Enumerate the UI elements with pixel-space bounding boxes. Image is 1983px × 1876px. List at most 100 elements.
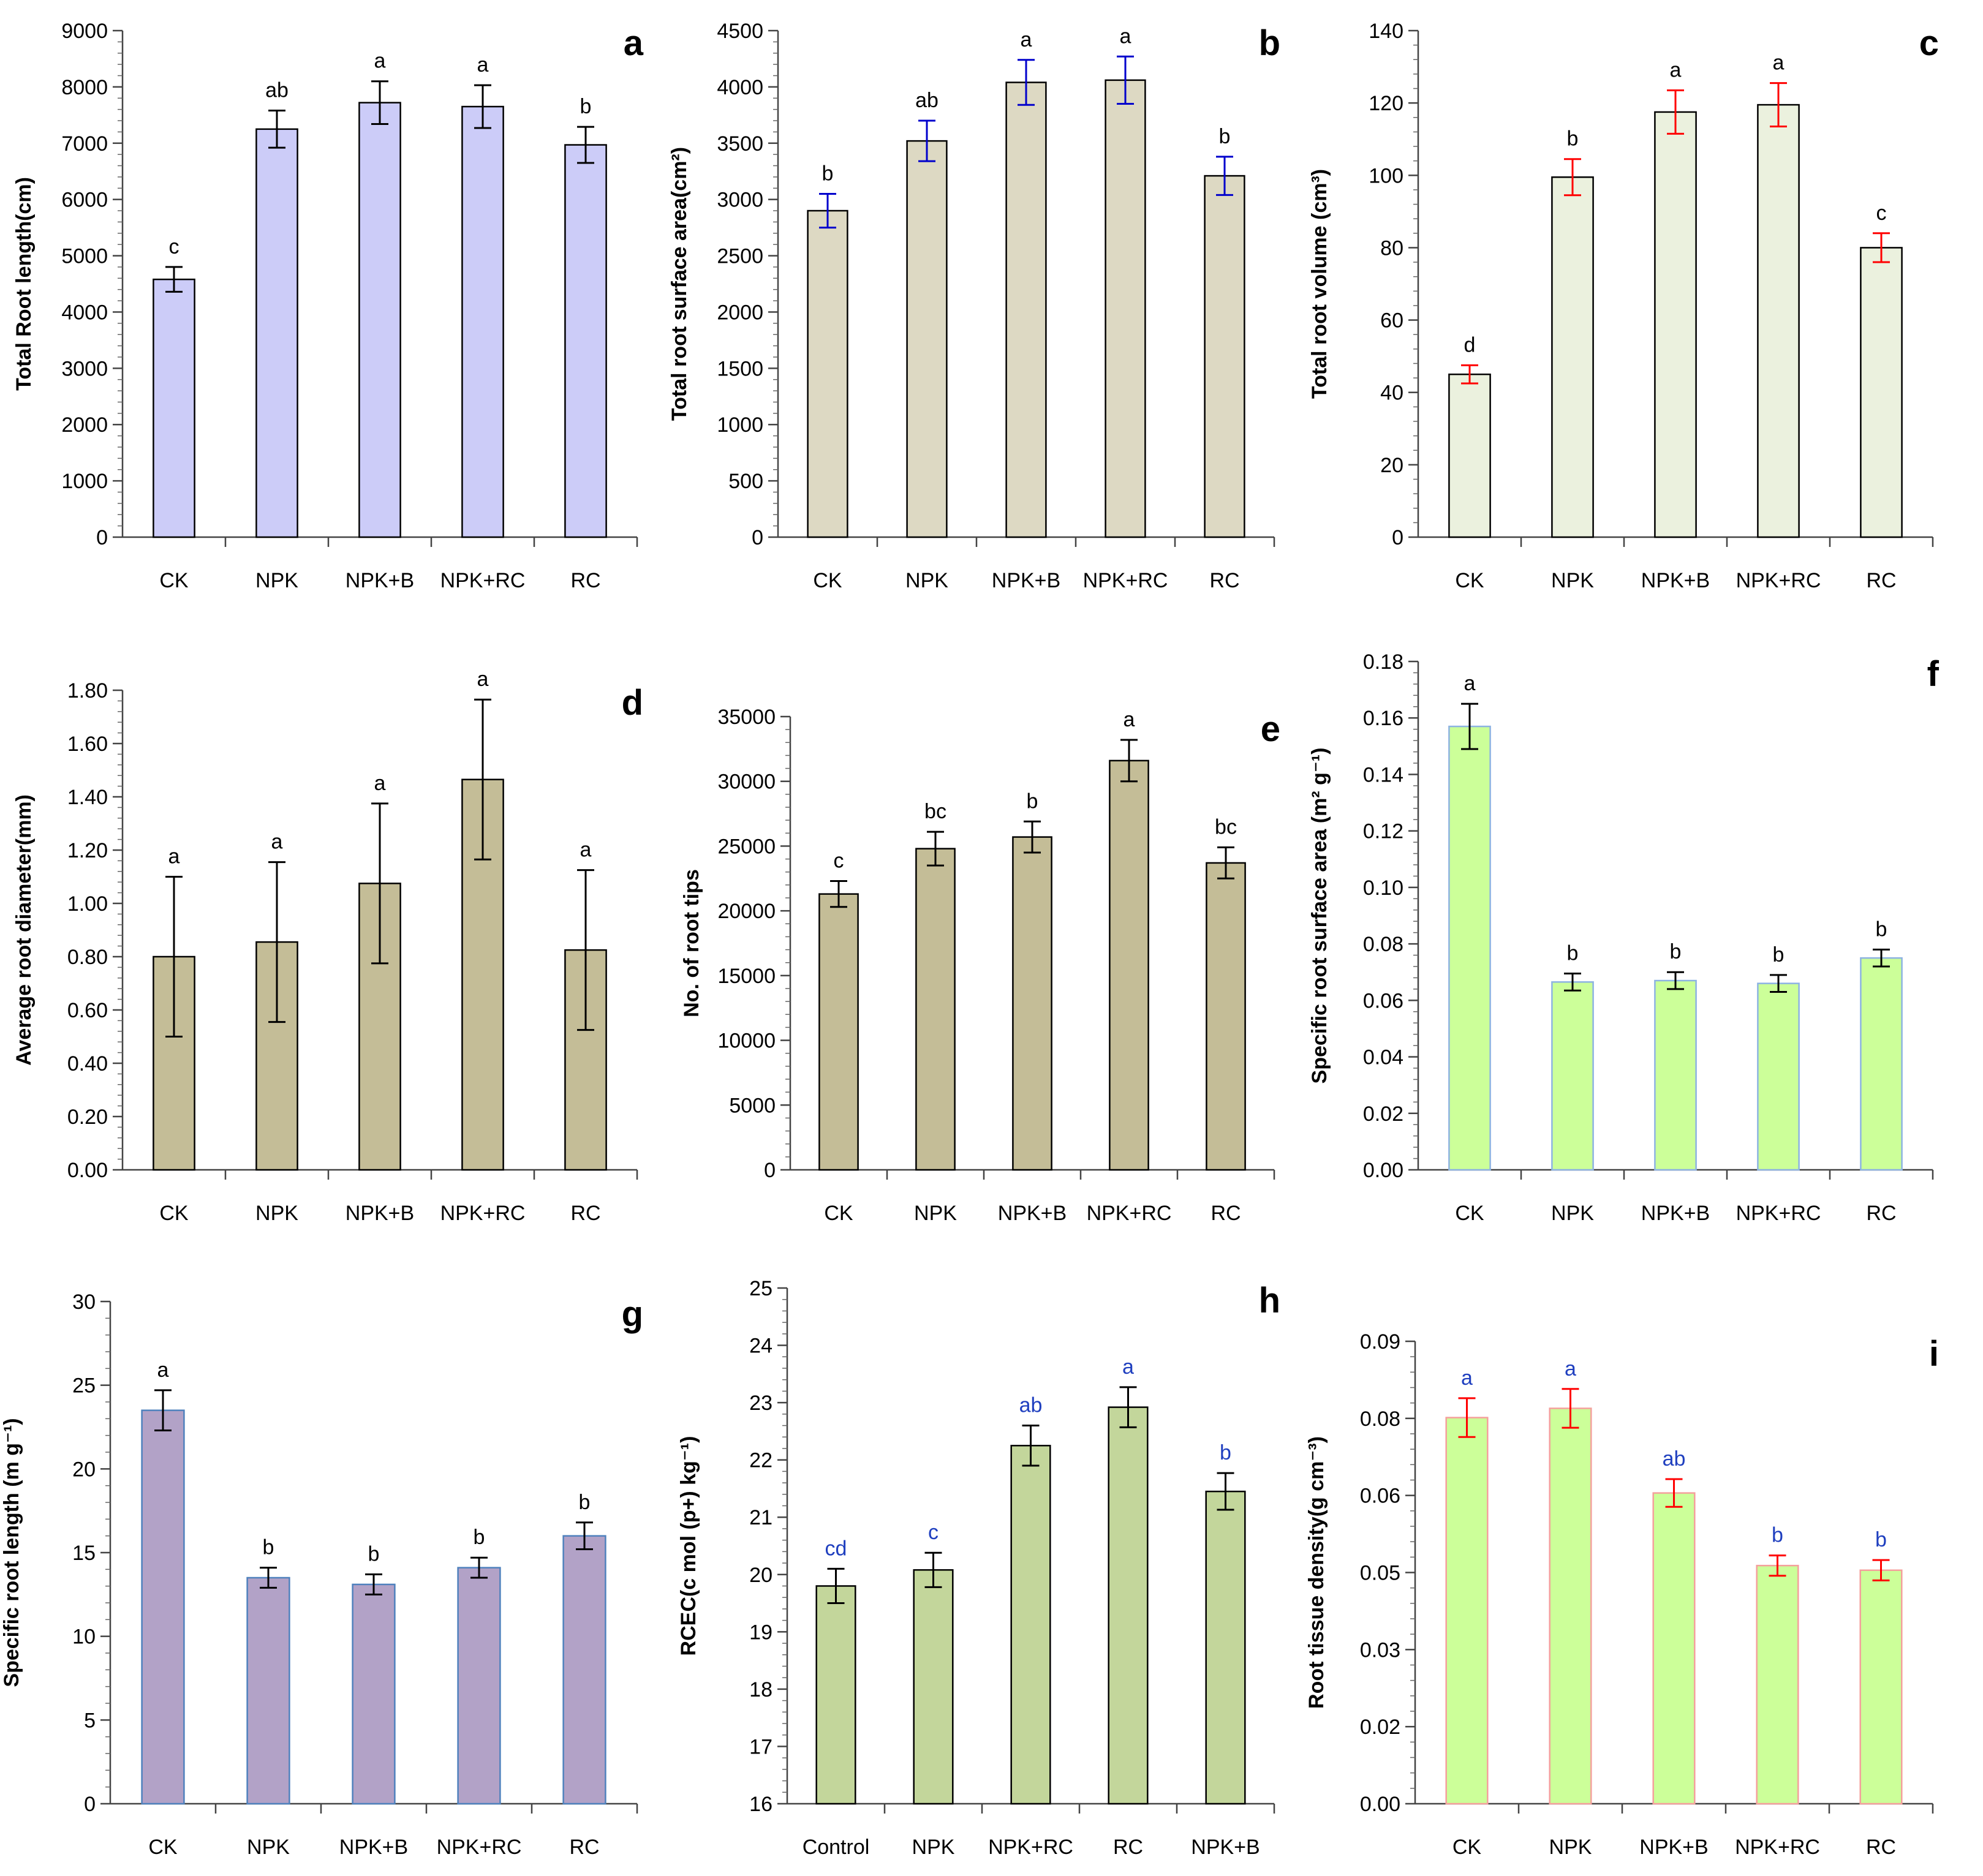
- panel-letter: f: [1927, 654, 1940, 694]
- chart-panel-f: 0.00 0.02 0.04 0.06 0.08 0.10 0.12 0.14 0.16 0.18…: [1308, 650, 1940, 1225]
- bar-rc: [564, 144, 607, 538]
- y-tick-label: 19: [749, 1621, 772, 1644]
- y-tick-label: 0.12: [1363, 820, 1403, 843]
- x-tick-label: RC: [1113, 1836, 1143, 1859]
- x-tick-label: RC: [1866, 1836, 1896, 1859]
- y-tick-label: 17: [749, 1735, 772, 1758]
- bar-npk: [915, 848, 956, 1171]
- significance-label: b: [474, 1526, 485, 1549]
- x-tick-label: NPK+B: [1191, 1836, 1260, 1859]
- bar-npk: [255, 128, 298, 538]
- y-tick-label: 0.02: [1363, 1102, 1403, 1126]
- significance-label: c: [928, 1521, 939, 1544]
- x-tick-label: RC: [569, 1836, 599, 1859]
- bar-npk-b: [1654, 111, 1697, 538]
- x-tick-label: CK: [159, 569, 189, 592]
- y-tick-label: 5000: [61, 245, 108, 268]
- significance-label: a: [168, 845, 180, 868]
- y-tick-label: 15000: [717, 965, 776, 988]
- significance-label: ab: [265, 78, 289, 102]
- bar-npk: [246, 1577, 290, 1805]
- x-tick-label: NPK+RC: [1736, 569, 1821, 592]
- x-tick-label: RC: [1866, 1202, 1896, 1225]
- bar-npk: [913, 1569, 954, 1805]
- x-tick-label: RC: [570, 569, 600, 592]
- y-tick-label: 18: [749, 1678, 772, 1701]
- y-tick-label: 3000: [61, 357, 108, 380]
- y-tick-label: 5: [84, 1709, 96, 1732]
- bar-npk-b: [358, 102, 401, 538]
- significance-label: b: [1219, 125, 1231, 148]
- x-tick-label: NPK: [1551, 569, 1594, 592]
- x-tick-label: NPK+RC: [440, 569, 526, 592]
- significance-label: b: [1567, 127, 1579, 151]
- y-tick-label: 0.20: [67, 1106, 108, 1129]
- y-tick-label: 120: [1369, 92, 1403, 115]
- chart-panel-d: 0.00 0.20 0.40 0.60 0.80 1.00 1.20 1.40 1.60 1.80…: [12, 668, 643, 1225]
- y-tick-label: 500: [728, 470, 763, 493]
- significance-label: b: [1027, 789, 1038, 813]
- y-tick-label: 0: [764, 1159, 776, 1182]
- panel-letter: h: [1259, 1281, 1280, 1320]
- x-tick-label: NPK+B: [339, 1836, 408, 1859]
- y-axis-label: Specific root length (m g⁻¹): [0, 1418, 23, 1687]
- x-tick-label: NPK+B: [992, 569, 1060, 592]
- significance-label: a: [1670, 58, 1682, 81]
- y-axis-label: Average root diameter(mm): [12, 794, 36, 1066]
- y-tick-label: 100: [1369, 164, 1403, 187]
- significance-label: a: [1773, 51, 1785, 75]
- x-tick-label: RC: [570, 1202, 600, 1225]
- y-tick-label: 6000: [61, 189, 108, 212]
- bar-rc: [1108, 1406, 1149, 1805]
- x-tick-label: NPK+RC: [1735, 1836, 1820, 1859]
- panel-letter: e: [1261, 709, 1280, 749]
- significance-label: ab: [1663, 1447, 1686, 1471]
- significance-label: c: [169, 235, 179, 258]
- y-tick-label: 0.06: [1363, 989, 1403, 1012]
- chart-panel-h: 16 17 18 19 20 21 22 23 24 25 RCEC(c mol (p+) kg⁻¹…: [677, 1277, 1280, 1859]
- y-tick-label: 0: [1392, 526, 1403, 549]
- significance-label: a: [157, 1358, 169, 1382]
- y-tick-label: 4000: [717, 76, 763, 99]
- y-tick-label: 9000: [61, 20, 108, 43]
- y-tick-label: 20000: [717, 900, 776, 923]
- x-tick-label: NPK: [914, 1202, 957, 1225]
- significance-label: b: [1876, 917, 1887, 941]
- x-tick-label: CK: [1452, 1836, 1482, 1859]
- y-tick-label: 25000: [717, 835, 776, 858]
- x-tick-label: NPK+B: [346, 569, 414, 592]
- significance-label: bc: [1215, 816, 1237, 839]
- bar-rc: [562, 1535, 606, 1805]
- bar-npk-b: [1005, 81, 1047, 538]
- x-tick-label: NPK: [255, 569, 298, 592]
- y-tick-label: 15: [72, 1542, 96, 1565]
- significance-label: b: [368, 1543, 380, 1566]
- bar-rc: [1204, 175, 1245, 538]
- significance-label: a: [1122, 1355, 1134, 1379]
- bar-npk-rc: [1757, 982, 1800, 1171]
- y-tick-label: 0.80: [67, 946, 108, 969]
- y-tick-label: 2000: [717, 301, 763, 324]
- bar-ck: [1448, 725, 1491, 1171]
- bar-npk-b: [1654, 979, 1697, 1171]
- significance-label: a: [1124, 708, 1135, 731]
- y-tick-label: 0.40: [67, 1052, 108, 1075]
- x-tick-label: NPK+B: [998, 1202, 1067, 1225]
- y-tick-label: 1.40: [67, 786, 108, 809]
- significance-label: ab: [1019, 1394, 1043, 1417]
- y-axis-label: No. of root tips: [680, 869, 703, 1017]
- significance-label: a: [1464, 672, 1476, 695]
- y-tick-label: 0.03: [1360, 1638, 1400, 1662]
- x-tick-label: NPK: [255, 1202, 298, 1225]
- bar-control: [815, 1585, 856, 1805]
- y-tick-label: 0.08: [1360, 1407, 1400, 1431]
- y-tick-label: 10000: [717, 1030, 776, 1053]
- y-tick-label: 80: [1380, 236, 1403, 260]
- x-tick-label: NPK: [905, 569, 948, 592]
- y-tick-label: 25: [72, 1374, 96, 1398]
- y-tick-label: 16: [749, 1793, 772, 1816]
- significance-label: b: [1670, 940, 1682, 963]
- y-tick-label: 0.14: [1363, 763, 1403, 786]
- x-tick-label: NPK+B: [346, 1202, 414, 1225]
- y-tick-label: 21: [749, 1506, 772, 1529]
